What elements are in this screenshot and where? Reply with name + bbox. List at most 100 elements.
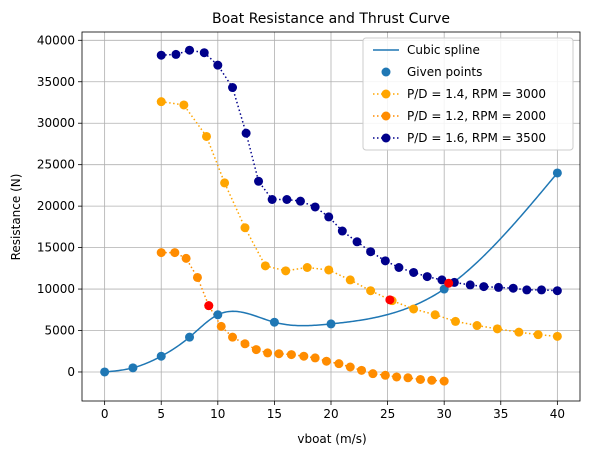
series-point-2 <box>156 50 166 60</box>
series-point-1 <box>415 374 425 384</box>
x-tick-label: 10 <box>210 407 225 421</box>
chart-title: Boat Resistance and Thrust Curve <box>212 11 450 27</box>
series-point-2 <box>394 262 404 272</box>
series-point-0 <box>179 100 189 110</box>
y-tick-label: 5000 <box>44 324 75 338</box>
series-point-2 <box>409 267 419 277</box>
legend-swatch-marker-1 <box>381 111 391 121</box>
legend: Cubic spline Given points P/D = 1.4, RPM =… <box>362 37 574 151</box>
series-point-2 <box>310 202 320 212</box>
series-point-2 <box>228 83 238 93</box>
intersection-point <box>444 278 454 288</box>
legend-swatch-given <box>381 67 391 77</box>
series-point-0 <box>281 266 291 276</box>
series-point-1 <box>403 373 413 383</box>
series-point-0 <box>430 310 440 320</box>
series-point-0 <box>345 275 355 285</box>
legend-label-given: Given points <box>407 65 482 79</box>
series-point-2 <box>241 128 251 138</box>
series-point-2 <box>552 286 562 296</box>
series-point-2 <box>254 176 264 186</box>
series-point-1 <box>357 365 367 375</box>
x-tick-label: 30 <box>437 407 452 421</box>
x-tick-label: 20 <box>323 407 338 421</box>
given-point <box>552 168 562 178</box>
intersection-point <box>385 295 395 305</box>
series-point-0 <box>156 97 166 107</box>
legend-label-series-1: P/D = 1.2, RPM = 2000 <box>407 109 546 123</box>
series-point-2 <box>352 237 362 247</box>
x-tick-label: 25 <box>380 407 395 421</box>
given-point <box>185 332 195 342</box>
series-point-2 <box>465 280 475 290</box>
y-tick-label: 10000 <box>37 282 75 296</box>
series-point-1 <box>170 248 180 258</box>
series-point-2 <box>295 196 305 206</box>
series-point-1 <box>240 339 250 349</box>
legend-label-spline: Cubic spline <box>407 43 480 57</box>
series-point-1 <box>216 321 226 331</box>
series-point-0 <box>492 324 502 334</box>
series-point-1 <box>392 372 402 382</box>
series-point-1 <box>274 349 284 359</box>
series-point-1 <box>321 356 331 366</box>
given-point <box>269 317 279 327</box>
series-point-0 <box>533 330 543 340</box>
series-point-1 <box>368 369 378 379</box>
given-point <box>156 351 166 361</box>
series-line-2 <box>161 49 558 292</box>
series-point-2 <box>422 272 432 282</box>
series-point-0 <box>324 265 334 275</box>
series-point-0 <box>302 262 312 272</box>
given-point <box>213 310 223 320</box>
legend-box <box>362 37 574 151</box>
series-point-2 <box>508 283 518 293</box>
y-axis-label: Resistance (N) <box>9 174 23 261</box>
series-line-1 <box>161 251 445 382</box>
series-point-0 <box>451 316 460 326</box>
plot-data <box>100 45 562 386</box>
series-point-1 <box>192 272 202 282</box>
series-point-1 <box>345 362 355 372</box>
series-point-2 <box>282 195 292 205</box>
series-point-2 <box>366 247 376 257</box>
series-point-2 <box>199 48 209 58</box>
legend-label-series-0: P/D = 1.4, RPM = 3000 <box>407 87 546 101</box>
series-point-0 <box>240 223 250 233</box>
x-axis-label: vboat (m/s) <box>297 432 366 446</box>
series-point-0 <box>202 131 211 141</box>
series-point-0 <box>220 178 230 188</box>
x-tick-label: 5 <box>157 407 165 421</box>
series-point-1 <box>299 351 309 361</box>
series-point-1 <box>251 345 261 355</box>
series-point-1 <box>286 350 296 360</box>
y-tick-label: 30000 <box>37 116 75 130</box>
series-point-1 <box>427 375 437 385</box>
series-point-2 <box>337 226 347 236</box>
series-point-0 <box>366 286 376 296</box>
series-point-1 <box>181 253 191 263</box>
y-tick-label: 35000 <box>37 75 75 89</box>
series-point-1 <box>263 348 273 358</box>
series-point-2 <box>171 49 181 59</box>
given-point <box>100 367 110 377</box>
y-tick-label: 0 <box>67 365 75 379</box>
series-point-2 <box>522 285 532 295</box>
series-point-1 <box>334 359 344 369</box>
legend-label-series-2: P/D = 1.6, RPM = 3500 <box>407 131 546 145</box>
legend-swatch-marker-0 <box>381 89 391 99</box>
series-point-0 <box>260 261 270 271</box>
series-point-1 <box>380 370 390 380</box>
series-point-0 <box>472 321 482 331</box>
series-point-1 <box>228 332 238 342</box>
x-tick-label: 40 <box>550 407 565 421</box>
x-tick-label: 15 <box>267 407 282 421</box>
series-point-2 <box>537 285 547 295</box>
y-tick-label: 25000 <box>37 158 75 172</box>
series-point-2 <box>479 282 489 292</box>
series-point-2 <box>494 282 504 292</box>
series-point-2 <box>267 195 277 205</box>
x-tick-label: 35 <box>493 407 508 421</box>
series-point-1 <box>310 353 320 363</box>
